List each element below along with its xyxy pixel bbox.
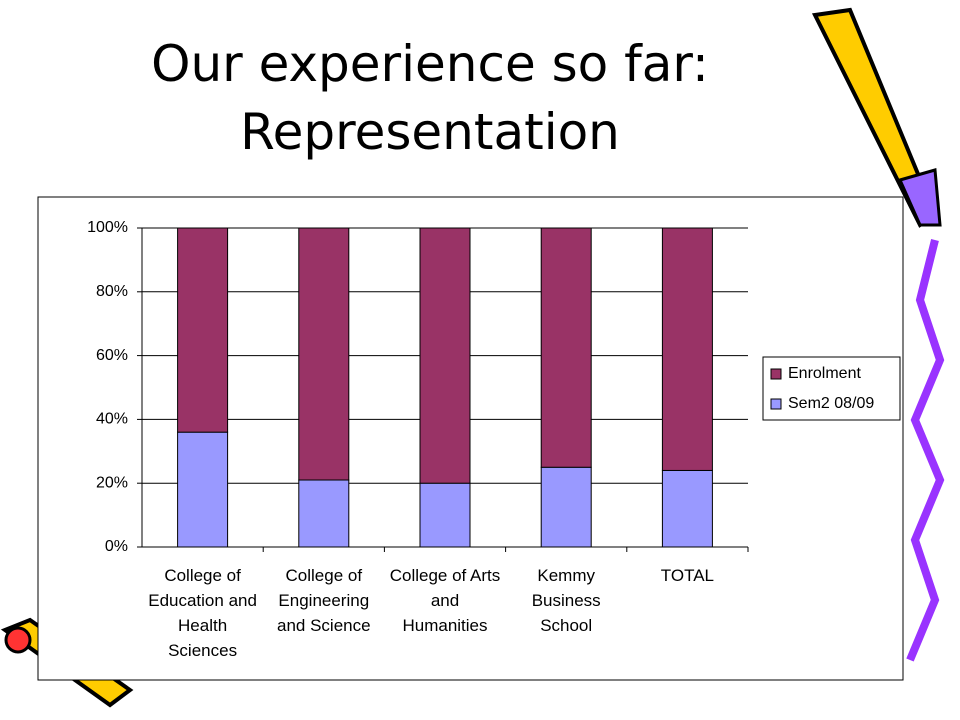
bar-segment (298, 227, 350, 481)
legend-box (762, 356, 901, 421)
y-tick-label: 80% (96, 283, 128, 300)
bar-segment (298, 479, 350, 548)
x-tick-label: College of Engineering and Science (277, 566, 371, 635)
y-tick-label: 20% (96, 474, 128, 491)
y-tick-label: 0% (105, 538, 128, 555)
x-tick-label: TOTAL (660, 566, 714, 585)
bar-segment (540, 466, 592, 548)
bar-segment (540, 227, 592, 468)
y-tick-label: 40% (96, 411, 128, 428)
legend-label: Sem2 08/09 (788, 395, 874, 412)
bar-segment (177, 227, 229, 433)
x-tick-label: Kemmy Business School (531, 566, 601, 635)
bar-segment (419, 482, 471, 548)
slide-title: Our experience so far: Representation (151, 35, 709, 161)
bar-segment (419, 227, 471, 484)
y-tick-label: 60% (96, 347, 128, 364)
bar-segment (177, 431, 229, 548)
pencil-top-right (811, 7, 945, 662)
legend-swatch (770, 398, 782, 410)
y-tick-label: 100% (87, 219, 128, 236)
legend-label: Enrolment (788, 365, 861, 382)
x-tick-label: College of Arts and Humanities (389, 566, 501, 635)
x-tick-label: College of Education and Health Sciences (148, 566, 257, 660)
bar-segment (661, 227, 713, 471)
bar-segment (661, 469, 713, 548)
legend-swatch (770, 368, 782, 380)
